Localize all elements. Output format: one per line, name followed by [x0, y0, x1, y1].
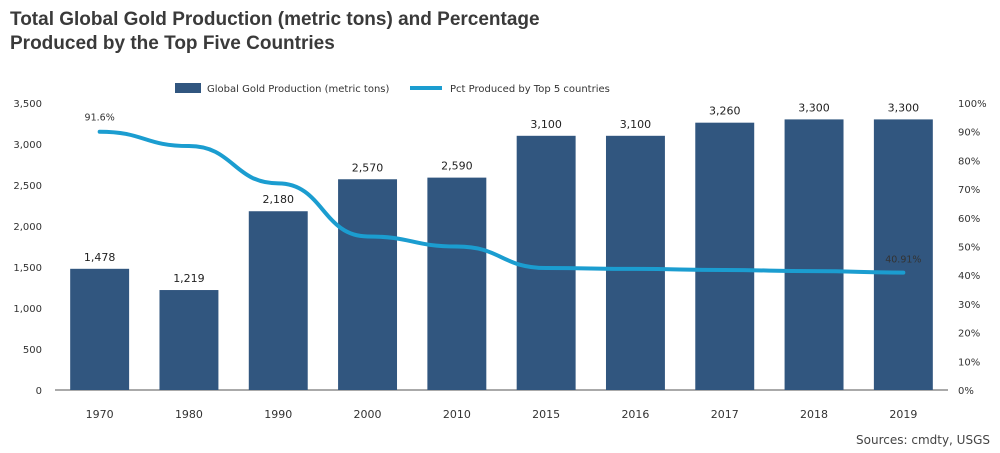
y-right-tick-label: 60% [958, 214, 980, 225]
bar-data-label: 1,478 [84, 251, 116, 264]
chart-title: Total Global Gold Production (metric ton… [10, 8, 540, 56]
bar-data-label: 1,219 [173, 272, 205, 285]
source-note: Sources: cmdty, USGS [856, 433, 990, 447]
y-right-tick-label: 80% [958, 156, 980, 167]
chart-title-line1: Total Global Gold Production (metric ton… [10, 9, 540, 30]
y-left-tick-label: 2,000 [13, 222, 42, 233]
bar-data-label: 2,180 [263, 193, 295, 206]
x-tick-label: 2015 [532, 408, 560, 421]
x-tick-label: 2018 [800, 408, 828, 421]
y-left-tick-label: 3,500 [13, 99, 42, 110]
bar-data-label: 3,300 [888, 101, 920, 114]
bar-1990 [248, 211, 308, 390]
y-right-tick-label: 70% [958, 185, 980, 196]
line-annotation: 40.91% [885, 255, 921, 266]
y-left-tick-label: 0 [36, 386, 42, 397]
y-right-tick-label: 10% [958, 357, 980, 368]
x-tick-label: 1990 [264, 408, 292, 421]
legend-label-pct: Pct Produced by Top 5 countries [450, 84, 610, 95]
y-right-tick-label: 0% [958, 386, 974, 397]
y-left-tick-label: 1,000 [13, 304, 42, 315]
bar-data-label: 3,260 [709, 105, 741, 118]
bar-1970 [70, 268, 130, 390]
bar-2016 [605, 135, 665, 390]
line-annotation: 91.6% [85, 113, 115, 124]
y-left-tick-label: 500 [23, 345, 42, 356]
bar-data-label: 3,300 [798, 101, 830, 114]
y-right-tick-label: 50% [958, 243, 980, 254]
y-left-tick-label: 1,500 [13, 263, 42, 274]
bar-2000 [338, 179, 398, 390]
x-tick-label: 1980 [175, 408, 203, 421]
line-pct-top5 [97, 129, 906, 275]
bar-data-label: 3,100 [530, 118, 562, 131]
x-tick-label: 2019 [889, 408, 917, 421]
x-tick-label: 2000 [354, 408, 382, 421]
bar-2019 [873, 119, 933, 391]
y-left-tick-label: 2,500 [13, 181, 42, 192]
y-right-tick-label: 40% [958, 271, 980, 282]
bar-data-label: 3,100 [620, 118, 652, 131]
x-tick-label: 2010 [443, 408, 471, 421]
y-right-tick-label: 90% [958, 128, 980, 139]
y-right-tick-label: 30% [958, 300, 980, 311]
x-tick-label: 1970 [86, 408, 114, 421]
bar-2010 [427, 177, 487, 390]
bar-2018 [784, 119, 844, 391]
legend-label-production: Global Gold Production (metric tons) [207, 84, 390, 95]
bar-2015 [516, 135, 576, 390]
legend-swatch-production [175, 83, 201, 93]
y-right-tick-label: 100% [958, 99, 987, 110]
y-right-tick-label: 20% [958, 329, 980, 340]
y-left-tick-label: 3,000 [13, 140, 42, 151]
x-tick-label: 2016 [621, 408, 649, 421]
x-tick-label: 2017 [711, 408, 739, 421]
bar-2017 [695, 122, 755, 391]
bar-1980 [159, 290, 219, 390]
chart-subtitle: Produced by the Top Five Countries [10, 33, 335, 54]
bar-data-label: 2,570 [352, 161, 384, 174]
bar-data-label: 2,590 [441, 160, 473, 173]
